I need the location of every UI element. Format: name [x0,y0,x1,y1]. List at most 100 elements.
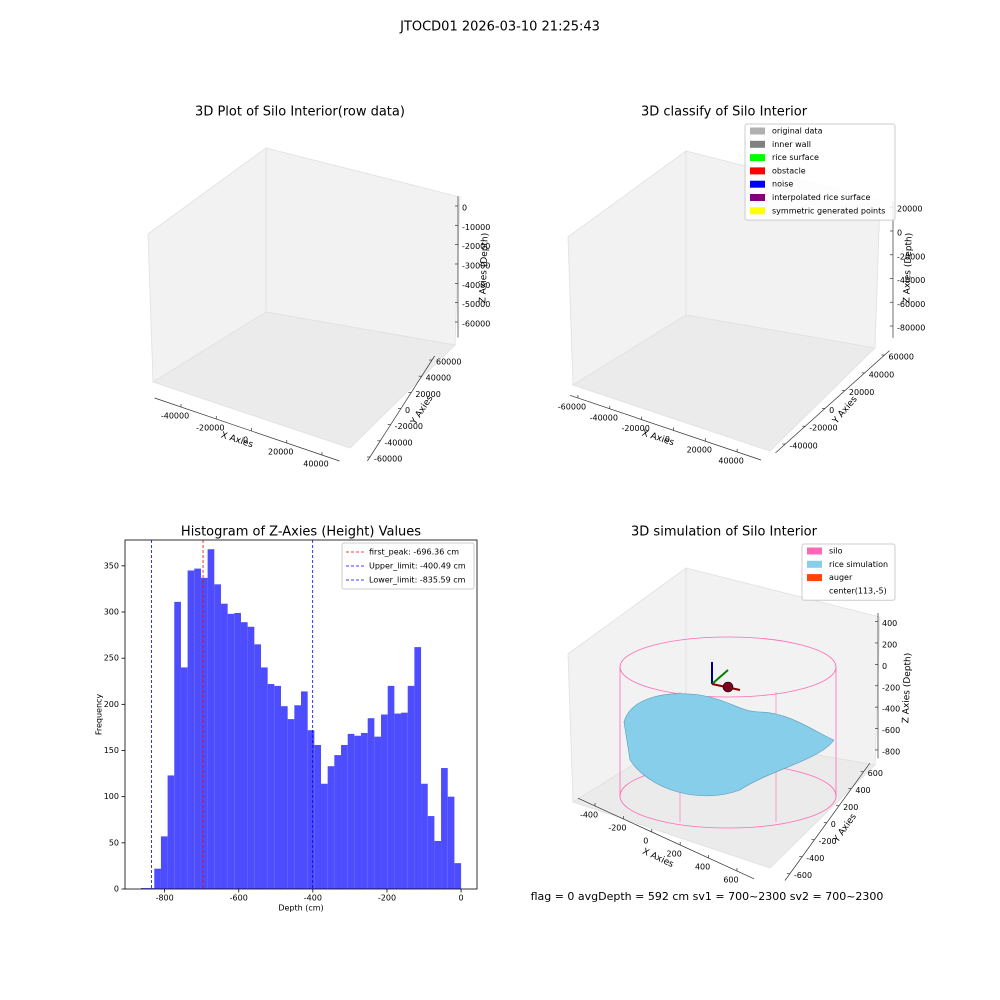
axis-label: Frequency [95,694,104,736]
bar [327,766,335,889]
y-tick-label: -20000 [395,422,423,431]
x-tick-label: 20000 [687,446,712,455]
y-tick-label: 100 [104,792,119,801]
bar [434,840,442,889]
bar [314,744,322,889]
axis-label: X Axies [219,431,254,451]
bar [247,626,255,889]
bar [160,836,168,889]
panes [147,147,461,449]
y-tick-label: -40000 [789,442,817,451]
chart-title: Histogram of Z-Axies (Height) Values [181,525,421,540]
bar [207,549,215,889]
x-tick-label: 200 [667,850,682,859]
axis-label: Z Axies (Depth) [902,233,914,304]
z-tick-label: -30000 [462,261,490,270]
bar [347,733,355,889]
legend-swatch [750,140,765,148]
bar [287,719,295,889]
z-tick-label: 200 [882,640,897,649]
bar [147,888,155,889]
bar [140,888,148,889]
y-tick-label: -40000 [384,438,412,447]
bar [167,775,175,889]
bar [260,667,268,889]
bar [341,744,348,889]
legend-label: interpolated rice surface [772,193,870,202]
x-tick-label: 0 [665,435,670,444]
x-tick-label: 0 [643,837,648,846]
x-tick-label: 0 [459,894,464,903]
z-tick-label: 400 [882,619,897,628]
x-tick-label: 20000 [268,448,293,457]
bar [280,706,288,889]
y-tick-label: 350 [104,561,119,570]
legend-label: noise [772,180,793,189]
z-tick-label: -10000 [462,223,490,232]
chart-title: 3D simulation of Silo Interior [631,525,818,540]
z-tick-label: -40000 [897,276,925,285]
legend-label: silo [829,547,843,556]
z-tick-label: 20000 [897,205,922,214]
legend-label: original data [772,127,823,136]
legend-swatch [750,154,765,162]
bar [294,705,301,889]
legend-label: inner wall [772,140,811,149]
z-tick-label: -50000 [462,300,490,309]
legend-label: symmetric generated points [772,206,885,215]
bar [427,816,435,889]
plot-frame [124,539,478,890]
suptitle: JTOCD01 2026-03-10 21:25:43 [399,20,600,35]
bar [447,796,455,889]
z-tick-label: -400 [882,705,900,714]
axis-line [154,397,340,462]
chart-title: 3D classify of Silo Interior [641,105,808,120]
axis-line [775,350,890,454]
z-tick-label: -20000 [462,242,490,251]
y-tick-label: 250 [104,654,119,663]
bar [401,712,408,889]
y-tick-label: 200 [104,700,119,709]
bar [200,577,208,889]
x-tick-label: -40000 [590,413,618,422]
bar [234,612,241,889]
bar [180,667,188,889]
bar [441,768,448,889]
legend-swatch [807,547,822,555]
y-tick-label: 150 [104,746,119,755]
x-tick-label: 40000 [303,460,328,469]
legend-label: auger [829,573,853,582]
y-tick-label: -400 [806,854,824,863]
bar [187,570,195,889]
z-tick-label: -80000 [897,324,925,333]
y-tick-label: 20000 [415,390,440,399]
x-tick-label: 400 [695,863,710,872]
bar [387,685,395,889]
legend-swatch [750,180,765,188]
legend-label: Lower_limit: -835.59 cm [369,576,466,585]
z-tick-label: 0 [462,203,467,212]
bar [154,868,161,889]
x-tick-label: -60000 [558,402,586,411]
legend-label: center(113,-5) [829,586,887,595]
bar [361,732,368,889]
silo-simulation [619,636,837,829]
legend-label: rice surface [772,153,819,162]
axis-label: Depth (cm) [278,904,323,913]
legend-swatch [750,194,765,201]
z-tick-label: -20000 [897,252,925,261]
axis-line [577,797,755,880]
y-tick-label: 40000 [426,374,451,383]
bar [254,644,261,889]
legend-label: first_peak: -696.36 cm [369,548,459,557]
bar [220,603,228,889]
x-tick-label: 0 [243,436,248,445]
z-tick-label: 0 [882,662,887,671]
y-tick-label: 0 [114,885,119,894]
z-tick-label: -40000 [462,281,490,290]
bar [301,691,308,889]
z-tick-label: -800 [882,747,900,756]
bar [214,584,221,889]
bar [454,863,462,889]
x-tick-label: -20000 [196,424,224,433]
